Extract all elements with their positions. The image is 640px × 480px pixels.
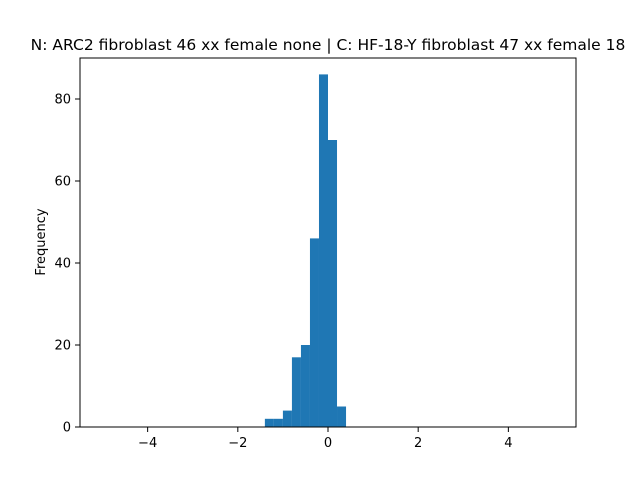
x-axis: −4 −2 0 2 4 — [138, 427, 513, 451]
y-tick-label: 20 — [54, 339, 71, 354]
histogram-bar-2 — [282, 410, 292, 427]
chart-title: N: ARC2 fibroblast 46 xx female none | C… — [31, 36, 626, 54]
y-axis-label: Frequency — [34, 208, 49, 275]
histogram-bar-5 — [309, 238, 319, 427]
histogram-bar-0 — [264, 418, 274, 427]
y-tick-label: 40 — [54, 257, 71, 272]
histogram-bar-4 — [300, 345, 310, 427]
y-tick-label: 60 — [54, 175, 71, 190]
histogram-bar-3 — [291, 357, 301, 427]
histogram-bar-1 — [273, 418, 283, 427]
x-tick-label: 2 — [414, 436, 422, 451]
x-tick-label: −4 — [138, 436, 157, 451]
y-tick-label: 80 — [54, 93, 71, 108]
x-tick-label: 4 — [504, 436, 512, 451]
histogram-bar-8 — [337, 406, 347, 427]
histogram-bar-7 — [328, 140, 338, 427]
y-axis: 0 20 40 60 80 — [54, 93, 80, 436]
x-tick-label: −2 — [228, 436, 247, 451]
histogram-bar-6 — [318, 74, 328, 428]
histogram-bars — [264, 74, 347, 428]
x-tick-label: 0 — [324, 436, 332, 451]
y-tick-label: 0 — [63, 421, 71, 436]
